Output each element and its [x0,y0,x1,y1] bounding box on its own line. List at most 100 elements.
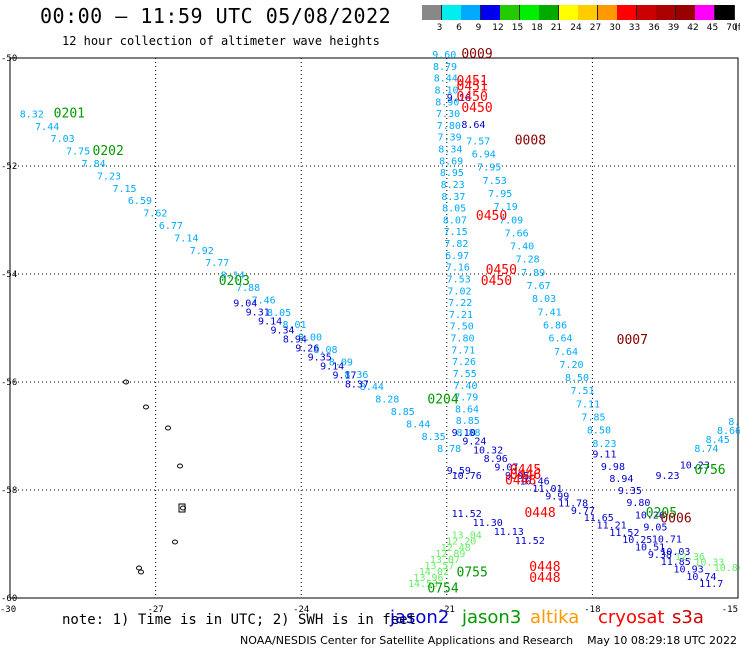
swh-value: 9.38 [648,550,672,561]
swh-value: 7.09 [499,215,523,226]
credit-line: NOAA/NESDIS Center for Satellite Applica… [240,634,738,647]
swh-value: 9.24 [462,437,486,448]
swh-value: 7.15 [444,227,468,238]
swh-value: 8.50 [565,373,589,384]
swh-value: 7.46 [252,295,276,306]
swh-value: 7.40 [510,242,534,253]
swh-value: 8.88 [457,428,481,439]
swh-value: 8.96 [484,454,508,465]
swh-value: 10.93 [674,565,704,576]
track-values: 8.327.447.037.757.847.237.156.597.626.77… [20,50,740,590]
time-label: 0448 [505,474,536,489]
swh-value: 8.85 [391,407,415,418]
swh-value: 7.41 [538,307,562,318]
swh-value: 7.51 [570,386,594,397]
time-label: 0451 [457,79,488,94]
swh-value: 9.14 [258,316,282,327]
swh-value: 8.37 [441,192,465,203]
swh-value: 11.52 [515,536,545,547]
swh-value: 9.07 [494,463,518,474]
swh-value: 12.89 [435,549,465,560]
swh-value: 8.23 [592,439,616,450]
island-outline [172,539,178,545]
swh-value: 7.02 [447,286,471,297]
swh-value: 7.67 [527,281,551,292]
lon-tick-label: -15 [722,605,738,615]
time-labels: 0009045104510450045000080450045004500007… [54,47,726,597]
time-label: 0450 [461,101,492,116]
swh-value: 14.02 [419,567,449,578]
color-level-label: 24 [570,23,582,33]
swh-value: 12.48 [441,543,471,554]
swh-value: 7.80 [450,334,474,345]
island-outline [177,463,183,469]
swh-value: 9.59 [447,466,471,477]
time-label: 0202 [93,144,124,159]
swh-value: 8.74 [694,444,718,455]
lat-tick-label: -52 [1,162,17,172]
swh-value: 10.84 [714,563,740,574]
color-level-label: 27 [589,23,602,33]
island-outline [136,565,142,571]
page-subtitle: 12 hour collection of altimeter wave hei… [62,34,380,48]
swh-value: 14.53 [408,579,438,590]
island-outlines [123,379,186,575]
swh-value: 10.03 [660,547,690,558]
swh-value: 9.11 [592,450,616,461]
lat-tick-label: -50 [1,54,17,64]
swh-value: 11.65 [584,513,614,524]
swh-value: 9.16 [447,93,471,104]
swh-value: 8.10 [435,85,459,96]
swh-value: 13.57 [424,561,454,572]
swh-value: 7.79 [454,393,478,404]
swh-value: 9.26 [295,343,319,354]
swh-value: 8.85 [456,416,480,427]
swh-value: 8.78 [437,444,461,455]
swh-value: 8.44 [360,382,384,393]
lon-tick-label: -27 [147,605,163,615]
swh-value: 7.14 [174,233,198,244]
color-level-label: 3 [436,23,443,33]
swh-value: 8.69 [439,156,463,167]
swh-value: 7.39 [438,133,462,144]
swh-value: 8.03 [532,294,556,305]
swh-value: 7.55 [453,369,477,380]
lat-tick-label: -58 [1,486,17,496]
swh-value: 7.11 [576,399,600,410]
swh-value: 9.99 [545,491,569,502]
swh-value: 6.86 [543,320,567,331]
swh-value: 11.30 [473,518,503,529]
swh-value: 7.84 [82,159,106,170]
swh-value: 7.88 [236,283,260,294]
color-level-label: 6 [456,23,462,33]
swh-value: 9.77 [571,506,595,517]
time-label: 0756 [694,463,725,478]
swh-value: 8.05 [442,204,466,215]
swh-value: 10.32 [473,445,503,456]
swh-value: 10.23 [680,460,710,471]
swh-value: 10.46 [520,477,550,488]
time-label: 0203 [219,274,250,289]
color-level-label: 18 [531,23,543,33]
swh-value: 7.40 [453,381,477,392]
time-label: 0006 [660,511,691,526]
page-title: 00:00 – 11:59 UTC 05/08/2022 [40,4,392,28]
swh-value: 8.79 [433,62,457,73]
swh-value: 8.44 [406,419,430,430]
time-label: 0445 [510,463,541,478]
swh-value: 7.22 [448,298,472,309]
swh-value: 8.34 [438,145,462,156]
lat-tick-label: -54 [1,270,17,280]
swh-value: 7.53 [483,176,507,187]
swh-value: 8.14 [221,271,245,282]
swh-value: 11.7 [699,579,723,590]
swh-value: 6.97 [445,251,469,262]
time-label: 0450 [481,274,512,289]
lon-tick-label: -18 [584,605,600,615]
swh-value: 9.31 [246,307,270,318]
satellite-s3a: s3a [672,607,704,628]
swh-value: 8.94 [609,474,633,485]
satellite-jason2: jason2 [390,607,450,628]
swh-value: 12.20 [446,537,476,548]
